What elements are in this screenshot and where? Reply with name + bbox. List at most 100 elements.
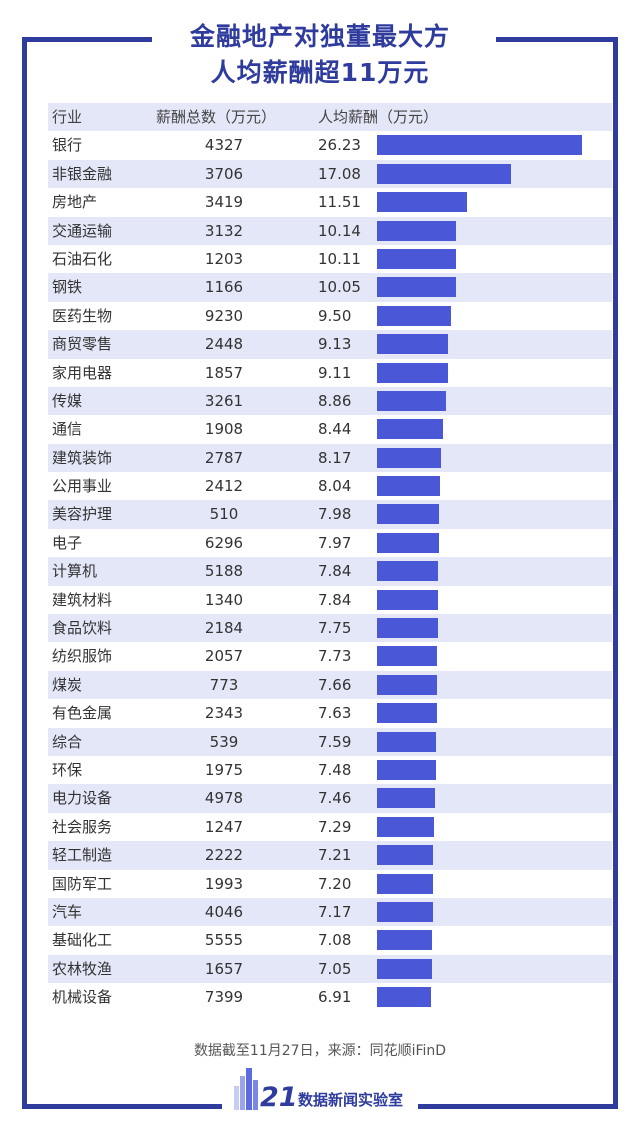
avg-salary-label: 26.23 xyxy=(318,136,361,155)
total-salary-value: 1975 xyxy=(204,760,244,779)
industry-label: 纺织服饰 xyxy=(52,647,113,666)
logo-text: 数据新闻实验室 xyxy=(298,1091,403,1109)
total-salary-value: 773 xyxy=(209,675,239,694)
avg-salary-bar xyxy=(377,987,431,1008)
table-row: 汽车 4046 7.17 xyxy=(48,897,612,927)
avg-salary-bar xyxy=(377,731,437,752)
avg-salary-label: 10.11 xyxy=(318,249,361,268)
industry-label: 钢铁 xyxy=(52,278,83,297)
total-salary-value: 1166 xyxy=(204,278,244,297)
avg-salary-bar xyxy=(377,135,582,156)
avg-salary-label: 17.08 xyxy=(318,164,361,183)
table-row: 有色金属 2343 7.63 xyxy=(48,699,612,727)
frame-bottom-right xyxy=(412,1104,618,1109)
total-salary-value: 2222 xyxy=(204,846,244,865)
salary-table: 行业 薪酬总数（万元） 人均薪酬（万元） 银行 4327 26.23 非银金融 3706… xyxy=(48,103,612,1012)
avg-salary-label: 7.29 xyxy=(318,817,352,836)
table-row: 家用电器 1857 9.11 xyxy=(48,359,612,387)
total-salary-value: 1993 xyxy=(204,874,244,893)
avg-salary-label: 7.75 xyxy=(318,619,352,638)
table-row: 建筑装饰 2787 8.17 xyxy=(48,443,612,473)
table-row: 食品饮料 2184 7.75 xyxy=(48,614,612,643)
logo: 21 数据新闻实验室 xyxy=(234,1068,403,1113)
industry-label: 银行 xyxy=(52,136,83,155)
total-salary-value: 9230 xyxy=(204,306,244,325)
frame-right xyxy=(613,37,618,1109)
total-salary-value: 7399 xyxy=(204,988,244,1007)
avg-salary-bar xyxy=(377,390,447,411)
total-salary-value: 4327 xyxy=(204,136,244,155)
industry-label: 基础化工 xyxy=(52,931,113,950)
total-salary-value: 1908 xyxy=(204,420,244,439)
table-row: 美容护理 510 7.98 xyxy=(48,500,612,529)
industry-label: 商贸零售 xyxy=(52,335,113,354)
avg-salary-bar xyxy=(377,845,434,866)
avg-salary-bar xyxy=(377,532,440,553)
industry-label: 环保 xyxy=(52,760,83,779)
avg-salary-label: 7.98 xyxy=(318,505,352,524)
table-row: 煤炭 773 7.66 xyxy=(48,670,612,700)
avg-salary-label: 7.17 xyxy=(318,902,352,921)
avg-salary-bar xyxy=(377,703,437,724)
avg-salary-bar xyxy=(377,334,449,355)
avg-salary-bar xyxy=(377,958,433,979)
avg-salary-bar xyxy=(377,277,456,298)
avg-salary-bar xyxy=(377,561,439,582)
total-salary-value: 2184 xyxy=(204,619,244,638)
table-row: 钢铁 1166 10.05 xyxy=(48,273,612,302)
total-salary-value: 4046 xyxy=(204,902,244,921)
avg-salary-bar xyxy=(377,305,452,326)
avg-salary-bar xyxy=(377,930,433,951)
total-salary-value: 2057 xyxy=(204,647,244,666)
avg-salary-label: 7.08 xyxy=(318,931,352,950)
avg-salary-label: 7.66 xyxy=(318,675,352,694)
industry-label: 美容护理 xyxy=(52,505,113,524)
total-salary-value: 510 xyxy=(209,505,239,524)
avg-salary-label: 7.05 xyxy=(318,959,352,978)
frame-top-right xyxy=(496,37,618,42)
avg-salary-label: 8.17 xyxy=(318,448,352,467)
industry-label: 建筑材料 xyxy=(52,590,113,609)
avg-salary-label: 11.51 xyxy=(318,193,361,212)
avg-salary-bar xyxy=(377,504,440,525)
avg-salary-label: 7.46 xyxy=(318,789,352,808)
logo-number: 21 xyxy=(260,1082,298,1113)
table-row: 交通运输 3132 10.14 xyxy=(48,216,612,245)
total-salary-value: 4978 xyxy=(204,789,244,808)
total-salary-value: 5555 xyxy=(204,931,244,950)
industry-label: 机械设备 xyxy=(52,988,113,1007)
avg-salary-bar xyxy=(377,788,436,809)
table-row: 医药生物 9230 9.50 xyxy=(48,302,612,330)
avg-salary-bar xyxy=(377,476,440,497)
table-row: 国防军工 1993 7.20 xyxy=(48,870,612,898)
industry-label: 公用事业 xyxy=(52,477,113,496)
industry-label: 食品饮料 xyxy=(52,619,113,638)
header-total: 薪酬总数（万元） xyxy=(156,108,277,126)
footnote: 数据截至11月27日，来源：同花顺iFinD xyxy=(193,1043,447,1059)
avg-salary-bar xyxy=(377,447,441,468)
table-row: 计算机 5188 7.84 xyxy=(48,557,612,586)
avg-salary-label: 7.20 xyxy=(318,874,352,893)
total-salary-value: 1340 xyxy=(204,590,244,609)
title-line-1: 金融地产对独董最大方 xyxy=(189,22,450,51)
industry-label: 医药生物 xyxy=(52,306,113,325)
table-row: 机械设备 7399 6.91 xyxy=(48,983,612,1011)
avg-salary-label: 7.73 xyxy=(318,647,352,666)
industry-label: 轻工制造 xyxy=(52,846,113,865)
frame-bottom-left xyxy=(22,1104,228,1109)
industry-label: 石油石化 xyxy=(52,249,113,268)
total-salary-value: 1657 xyxy=(204,959,244,978)
avg-salary-bar xyxy=(377,163,511,184)
industry-label: 电子 xyxy=(52,533,83,552)
avg-salary-label: 8.44 xyxy=(318,420,352,439)
industry-label: 社会服务 xyxy=(52,817,113,836)
avg-salary-bar xyxy=(377,220,457,241)
table-row: 传媒 3261 8.86 xyxy=(48,386,612,416)
total-salary-value: 2787 xyxy=(204,448,244,467)
avg-salary-bar xyxy=(377,646,438,667)
table-row: 纺织服饰 2057 7.73 xyxy=(48,642,612,670)
table-row: 社会服务 1247 7.29 xyxy=(48,813,612,841)
avg-salary-label: 7.97 xyxy=(318,533,352,552)
table-row: 商贸零售 2448 9.13 xyxy=(48,330,612,359)
total-salary-value: 3706 xyxy=(204,164,244,183)
